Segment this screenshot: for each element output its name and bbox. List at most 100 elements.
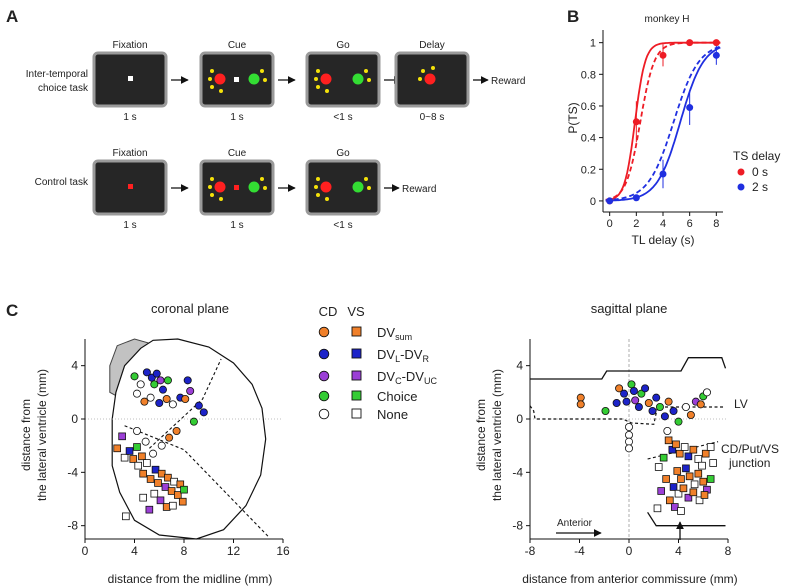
recording-site-vs	[680, 443, 689, 451]
recording-site-cd	[629, 386, 638, 395]
dorsal-boundary-line	[530, 357, 727, 380]
yellow-dot	[210, 85, 214, 89]
legend-header-cd: CD	[319, 304, 338, 319]
recording-site-cd	[641, 384, 650, 393]
red-target	[320, 181, 332, 193]
recording-site-cd	[156, 376, 165, 385]
recording-site-cd	[194, 401, 203, 410]
y-tick-label: 0.8	[581, 69, 596, 81]
red-target	[320, 73, 332, 85]
legend-vs-marker	[351, 348, 362, 359]
recording-site-cd	[655, 402, 664, 411]
recording-site-cd	[158, 385, 167, 394]
recording-site-cd	[132, 426, 141, 435]
y-tick-label: 4	[71, 359, 78, 373]
yellow-dot	[263, 186, 267, 190]
recording-site-cd	[681, 402, 690, 411]
recording-site-vs	[670, 503, 679, 511]
recording-site-cd	[172, 426, 181, 435]
x-tick-label: 4	[131, 544, 138, 558]
chart-coronal-plane: coronal plane distance from the midline …	[19, 301, 290, 586]
recording-site-vs	[180, 485, 188, 494]
recording-site-vs	[666, 496, 674, 505]
legend-cd-marker	[318, 390, 330, 402]
junction-label-line2: junction	[728, 456, 770, 470]
red-target	[424, 73, 436, 85]
yellow-dot	[208, 77, 212, 81]
recording-site-cd	[146, 393, 155, 402]
recording-site-cd	[186, 386, 195, 395]
recording-site-cd	[625, 444, 634, 453]
yellow-dot	[260, 69, 264, 73]
recording-site-cd	[620, 389, 629, 398]
screen-title: Go	[336, 148, 350, 159]
ventral-boundary-line	[647, 511, 726, 527]
screen-duration: 1 s	[123, 220, 136, 231]
green-target	[352, 73, 364, 85]
recording-site-vs	[122, 512, 130, 521]
x-tick-label: 12	[227, 544, 241, 558]
screen-duration: 1 s	[230, 220, 243, 231]
recording-site-vs	[698, 461, 706, 470]
recording-site-cd	[696, 400, 705, 409]
recording-site-vs	[694, 455, 703, 463]
legend-row-dvc-dvuc: DVC-DVUC	[318, 369, 437, 386]
recording-site-vs	[706, 443, 715, 451]
screen-title: Fixation	[112, 40, 147, 51]
yellow-dot	[316, 177, 320, 181]
legend-cd-marker	[318, 348, 330, 360]
yellow-dot	[263, 78, 267, 82]
recording-site-vs	[677, 507, 685, 515]
recording-site-vs	[151, 465, 160, 474]
recording-site-cd	[637, 389, 646, 398]
recording-site-vs	[690, 480, 699, 489]
screen-row1-cue: Cue 1 s	[199, 40, 275, 123]
recording-site-vs	[161, 483, 170, 491]
recording-site-cd	[132, 389, 141, 398]
recording-site-vs	[699, 477, 708, 486]
y-tick-label: -8	[67, 519, 78, 533]
recording-site-vs	[674, 489, 683, 498]
y-tick-label: 0	[590, 196, 596, 208]
recording-site-vs	[113, 444, 121, 453]
recording-site-cd	[150, 380, 159, 389]
recording-site-cd	[189, 417, 198, 426]
recording-site-vs	[138, 452, 146, 461]
recording-site-cd	[199, 408, 208, 417]
recording-site-cd	[625, 422, 634, 431]
yellow-dot	[421, 69, 425, 73]
panel-letter-c: C	[6, 301, 18, 320]
screen-row1-go: Go <1 s	[305, 40, 381, 123]
recording-site-cd	[702, 388, 711, 397]
legend-row-none: None	[318, 407, 408, 422]
recording-site-vs	[133, 443, 141, 451]
recording-site-vs	[694, 469, 703, 478]
recording-site-vs	[695, 496, 704, 505]
recording-site-cd	[631, 396, 640, 405]
recording-site-vs	[679, 484, 688, 493]
recording-site-cd	[625, 430, 634, 439]
recording-site-vs	[700, 491, 709, 499]
recording-site-vs	[684, 452, 693, 461]
recording-site-vs	[174, 491, 182, 499]
coronal-title: coronal plane	[151, 301, 229, 316]
recording-site-vs	[170, 477, 178, 486]
panel-letter-b: B	[567, 7, 579, 26]
fixation-point	[128, 76, 133, 81]
recording-site-vs	[134, 461, 143, 470]
recording-site-vs	[139, 493, 147, 502]
recording-site-vs	[685, 472, 694, 481]
recording-site-vs	[701, 449, 710, 458]
legend-marker-2s	[737, 183, 745, 191]
screen-duration: 1 s	[230, 112, 243, 123]
recording-site-vs	[689, 488, 698, 497]
panel-letter-a: A	[6, 7, 18, 26]
recording-site-cd	[183, 376, 192, 385]
screen-duration: 0~8 s	[420, 112, 445, 123]
recording-site-cd	[168, 400, 177, 409]
recording-site-cd	[644, 398, 653, 407]
x-tick-label: 0	[82, 544, 89, 558]
yellow-dot	[219, 197, 223, 201]
recording-site-cd	[140, 397, 149, 406]
recording-site-vs	[169, 501, 177, 510]
